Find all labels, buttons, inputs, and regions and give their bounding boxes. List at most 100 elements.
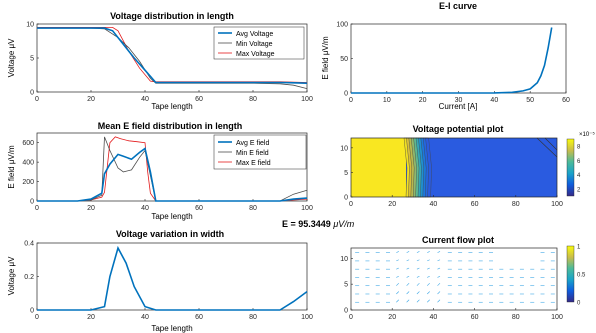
- colorbar-tick-label: 4: [577, 173, 581, 179]
- x-tick-label: 0: [349, 314, 353, 321]
- x-axis-label: Current [A]: [439, 102, 478, 111]
- x-tick-label: 50: [526, 97, 534, 104]
- quiver-arrow: [427, 275, 430, 278]
- quiver-arrow: [396, 283, 400, 286]
- colorbar-tick-label: 2: [577, 187, 581, 193]
- x-tick-label: 100: [301, 96, 313, 103]
- y-tick-label: 400: [22, 160, 34, 167]
- colorbar-exponent: ×10⁻⁵: [579, 131, 595, 138]
- quiver-arrow: [427, 299, 430, 303]
- quiver-arrow: [406, 251, 410, 253]
- e-field-unit: μV/m: [333, 219, 355, 229]
- plot-area: [350, 137, 558, 198]
- legend-label: Min E field: [236, 150, 269, 157]
- quiver-arrow: [427, 283, 430, 286]
- y-tick-label: 50: [340, 56, 348, 63]
- x-tick-label: 100: [551, 201, 563, 208]
- e-field-value: E = 95.3449: [282, 219, 331, 229]
- legend-label: Avg E field: [236, 140, 269, 147]
- quiver-arrow: [437, 291, 441, 295]
- legend-label: Min Voltage: [236, 41, 273, 48]
- mean-e-field-chart: Mean E field distribution in length 0 20 4…: [7, 121, 313, 221]
- chart-title: Voltage variation in width: [116, 229, 224, 239]
- series-group: [37, 136, 308, 202]
- legend: Avg Voltage Min Voltage Max Voltage: [213, 26, 305, 60]
- x-tick-label: 20: [87, 205, 95, 212]
- heatmap-contours: [403, 137, 432, 198]
- x-tick-label: 100: [301, 314, 313, 321]
- x-tick-label: 80: [512, 201, 520, 208]
- y-tick-label: 0: [344, 308, 348, 315]
- voltage-length-chart: Voltage distribution in length 0 20 40 60 80…: [7, 11, 313, 111]
- e-field-readout: E = 95.3449 μV/m: [282, 219, 354, 229]
- x-tick-label: 100: [551, 314, 563, 321]
- x-tick-label: 60: [562, 97, 570, 104]
- colorbar: [566, 138, 575, 197]
- x-tick-label: 0: [35, 314, 39, 321]
- y-tick-label: 10: [26, 22, 34, 29]
- y-axis-label: Voltage μV: [7, 256, 16, 296]
- chart-title: Current flow plot: [422, 235, 494, 245]
- quiver-arrow: [437, 251, 441, 253]
- x-tick-label: 20: [87, 314, 95, 321]
- x-tick-label: 20: [87, 96, 95, 103]
- chart-title: Voltage potential plot: [413, 124, 504, 134]
- quiver-arrows: [355, 251, 555, 303]
- quiver-arrow: [437, 283, 441, 286]
- legend-label: Max E field: [236, 160, 271, 167]
- quiver-arrow: [406, 291, 410, 295]
- x-tick-label: 40: [141, 96, 149, 103]
- y-tick-label: 10: [340, 145, 348, 152]
- x-tick-label: 60: [471, 201, 479, 208]
- y-tick-label: 0.2: [24, 274, 34, 281]
- x-axis-ticks: 0 20 40 60 80 100 0 0.2 0.4: [24, 241, 313, 322]
- x-axis-ticks: 0 10 20 30 40 50 60 0 50 100: [336, 22, 570, 105]
- x-tick-label: 40: [430, 201, 438, 208]
- x-axis-label: Tape length: [151, 102, 192, 111]
- quiver-arrow: [406, 275, 410, 278]
- colorbar-tick-label: 0: [577, 301, 581, 307]
- x-tick-label: 80: [249, 96, 257, 103]
- legend-label: Max Voltage: [236, 51, 275, 58]
- y-tick-label: 0.4: [24, 241, 34, 248]
- quiver-arrow: [416, 251, 420, 253]
- x-tick-label: 30: [455, 97, 463, 104]
- y-tick-label: 10: [340, 256, 348, 263]
- series-line-avg: [351, 27, 553, 94]
- legend: Avg E field Min E field Max E field: [213, 134, 307, 170]
- y-axis-label: E field μV/m: [7, 145, 16, 189]
- series-line-avg: [37, 245, 308, 311]
- quiver-arrow: [427, 259, 430, 262]
- heatmap-contour-line: [536, 137, 558, 158]
- quiver-arrow: [427, 291, 430, 295]
- series-line-avg: [37, 147, 308, 202]
- y-tick-label: 0: [344, 195, 348, 202]
- quiver-arrow: [437, 267, 441, 270]
- quiver-arrow: [427, 251, 430, 253]
- quiver-arrow: [406, 283, 410, 286]
- voltage-potential-heatmap: Voltage potential plot 0 20 40 60 80 1000510 …: [340, 124, 595, 208]
- heatmap-high-region: [351, 138, 406, 197]
- quiver-arrow: [396, 275, 399, 278]
- x-tick-label: 60: [471, 314, 479, 321]
- quiver-arrow: [416, 275, 420, 278]
- plot-area: [36, 242, 308, 311]
- y-tick-label: 0: [30, 199, 34, 206]
- x-axis-ticks: 0 20 40 60 80 100 0 5 10: [340, 256, 563, 321]
- x-tick-label: 0: [349, 201, 353, 208]
- x-tick-label: 20: [388, 314, 396, 321]
- quiver-arrow: [416, 299, 420, 303]
- quiver-arrow: [396, 259, 399, 262]
- heatmap-contour-line: [544, 137, 558, 151]
- y-tick-label: 0: [30, 308, 34, 315]
- x-tick-label: 80: [249, 314, 257, 321]
- quiver-arrow: [396, 291, 400, 295]
- x-axis-label: Tape length: [151, 324, 192, 333]
- quiver-arrow: [437, 259, 441, 262]
- quiver-arrow: [427, 267, 430, 270]
- x-tick-label: 0: [35, 96, 39, 103]
- quiver-arrow: [416, 291, 420, 295]
- colorbar-ticks: 00.51: [577, 245, 586, 307]
